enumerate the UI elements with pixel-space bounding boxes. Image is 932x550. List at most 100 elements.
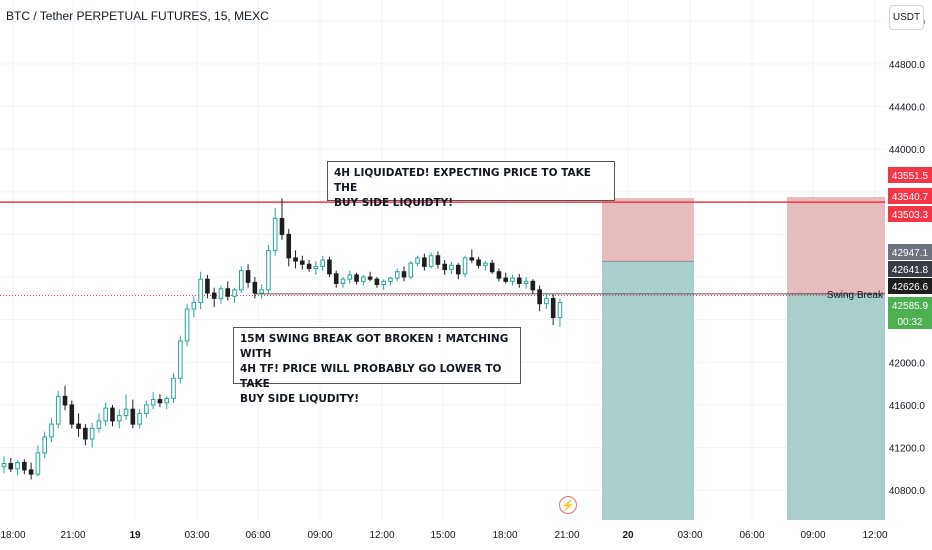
candle-body[interactable] (22, 461, 27, 471)
candle-body[interactable] (198, 278, 203, 304)
candle-body[interactable] (96, 420, 102, 429)
price-label-text: 43551.5 (892, 171, 929, 182)
candle-body[interactable] (239, 270, 244, 291)
candle-body[interactable] (516, 277, 522, 284)
candle-body[interactable] (171, 377, 176, 400)
candle-body[interactable] (320, 259, 325, 267)
candle-body[interactable] (374, 278, 380, 286)
candle-body[interactable] (428, 255, 434, 267)
candle-body[interactable] (557, 302, 563, 319)
candle-body[interactable] (83, 427, 88, 440)
candle-body[interactable] (293, 257, 298, 262)
candle-body[interactable] (286, 233, 292, 259)
symbol-title: BTC / Tether PERPETUAL FUTURES, 15, MEXC (6, 9, 269, 23)
candle-body[interactable] (8, 463, 14, 470)
candle-body[interactable] (55, 395, 61, 425)
price-label-text: 43503.3 (892, 210, 929, 221)
candle-body[interactable] (408, 262, 414, 278)
price-label (888, 278, 932, 294)
candle-body[interactable] (306, 263, 312, 270)
candle-body[interactable] (401, 271, 407, 278)
candle-body[interactable] (415, 257, 420, 264)
candle-body[interactable] (137, 412, 142, 425)
candle-body[interactable] (544, 297, 549, 305)
candle-body[interactable] (62, 395, 68, 406)
candle-body[interactable] (496, 271, 502, 279)
candle-body[interactable] (28, 469, 34, 475)
upper-annotation[interactable]: 4H LIQUIDATED! EXPECTING PRICE TO TAKE T… (327, 161, 615, 209)
candle-body[interactable] (184, 308, 190, 342)
candle-body[interactable] (245, 270, 251, 283)
candle-body[interactable] (510, 277, 515, 282)
y-tick-label: 41200.0 (889, 444, 926, 455)
candle-body[interactable] (367, 276, 373, 280)
candle-body[interactable] (469, 257, 475, 261)
candle-body[interactable] (49, 423, 54, 438)
candle-body[interactable] (313, 265, 319, 270)
candle-body[interactable] (69, 404, 75, 425)
candle-body[interactable] (394, 271, 400, 279)
candle-body[interactable] (462, 257, 468, 275)
candle-body[interactable] (35, 452, 41, 475)
price-label-text: 00:32 (897, 317, 922, 328)
candle-body[interactable] (476, 259, 481, 266)
candle-body[interactable] (225, 288, 231, 297)
candle-body[interactable] (300, 260, 305, 265)
candle-body[interactable] (211, 292, 217, 299)
swing-break-label: Swing Break (827, 290, 884, 301)
candle-body[interactable] (15, 461, 20, 470)
stop-loss-zone[interactable] (787, 196, 885, 294)
candle-body[interactable] (381, 280, 386, 286)
candle-body[interactable] (489, 262, 495, 273)
candle-body[interactable] (110, 407, 115, 422)
candle-body[interactable] (123, 408, 129, 417)
candle-body[interactable] (205, 278, 210, 294)
candle-body[interactable] (164, 398, 170, 404)
candle-body[interactable] (388, 277, 393, 282)
candle-body[interactable] (232, 289, 237, 297)
candle-body[interactable] (279, 217, 285, 235)
lower-annotation[interactable]: 15M SWING BREAK GOT BROKEN ! MATCHING WI… (233, 327, 521, 405)
candle-body[interactable] (130, 408, 136, 425)
candle-body[interactable] (435, 255, 441, 265)
candle-body[interactable] (550, 297, 556, 319)
candle-body[interactable] (530, 280, 536, 291)
candle-body[interactable] (259, 289, 264, 294)
candle-body[interactable] (103, 407, 109, 422)
candle-body[interactable] (537, 289, 542, 305)
candle-body[interactable] (354, 274, 359, 282)
take-profit-zone[interactable] (787, 293, 885, 520)
stop-loss-zone[interactable] (602, 198, 694, 262)
candle-body[interactable] (361, 276, 366, 282)
candle-body[interactable] (483, 262, 488, 266)
candle-body[interactable] (340, 278, 346, 284)
candle-body[interactable] (76, 423, 81, 429)
lightning-icon[interactable]: ⚡ (559, 496, 577, 514)
candle-body[interactable] (327, 259, 332, 275)
candle-body[interactable] (177, 340, 183, 379)
candle-body[interactable] (42, 436, 47, 454)
time-axis[interactable] (0, 520, 886, 550)
candle-body[interactable] (150, 399, 156, 406)
candle-body[interactable] (455, 264, 461, 275)
candle-body[interactable] (422, 257, 427, 267)
candle-body[interactable] (449, 264, 454, 271)
candle-body[interactable] (144, 404, 149, 414)
candle-body[interactable] (266, 249, 271, 291)
candle-body[interactable] (347, 274, 353, 280)
candle-body[interactable] (157, 399, 163, 404)
candle-body[interactable] (1, 463, 7, 468)
candle-body[interactable] (523, 280, 529, 284)
candle-body[interactable] (272, 217, 278, 251)
candle-body[interactable] (333, 273, 339, 284)
candle-body[interactable] (442, 263, 447, 271)
candle-body[interactable] (191, 302, 197, 310)
candle-body[interactable] (503, 277, 509, 282)
take-profit-zone[interactable] (602, 261, 694, 520)
candle-body[interactable] (89, 427, 95, 440)
currency-button[interactable]: USDT (889, 5, 924, 30)
candle-body[interactable] (218, 288, 224, 299)
candle-body[interactable] (252, 281, 258, 294)
candle-body[interactable] (116, 415, 122, 422)
